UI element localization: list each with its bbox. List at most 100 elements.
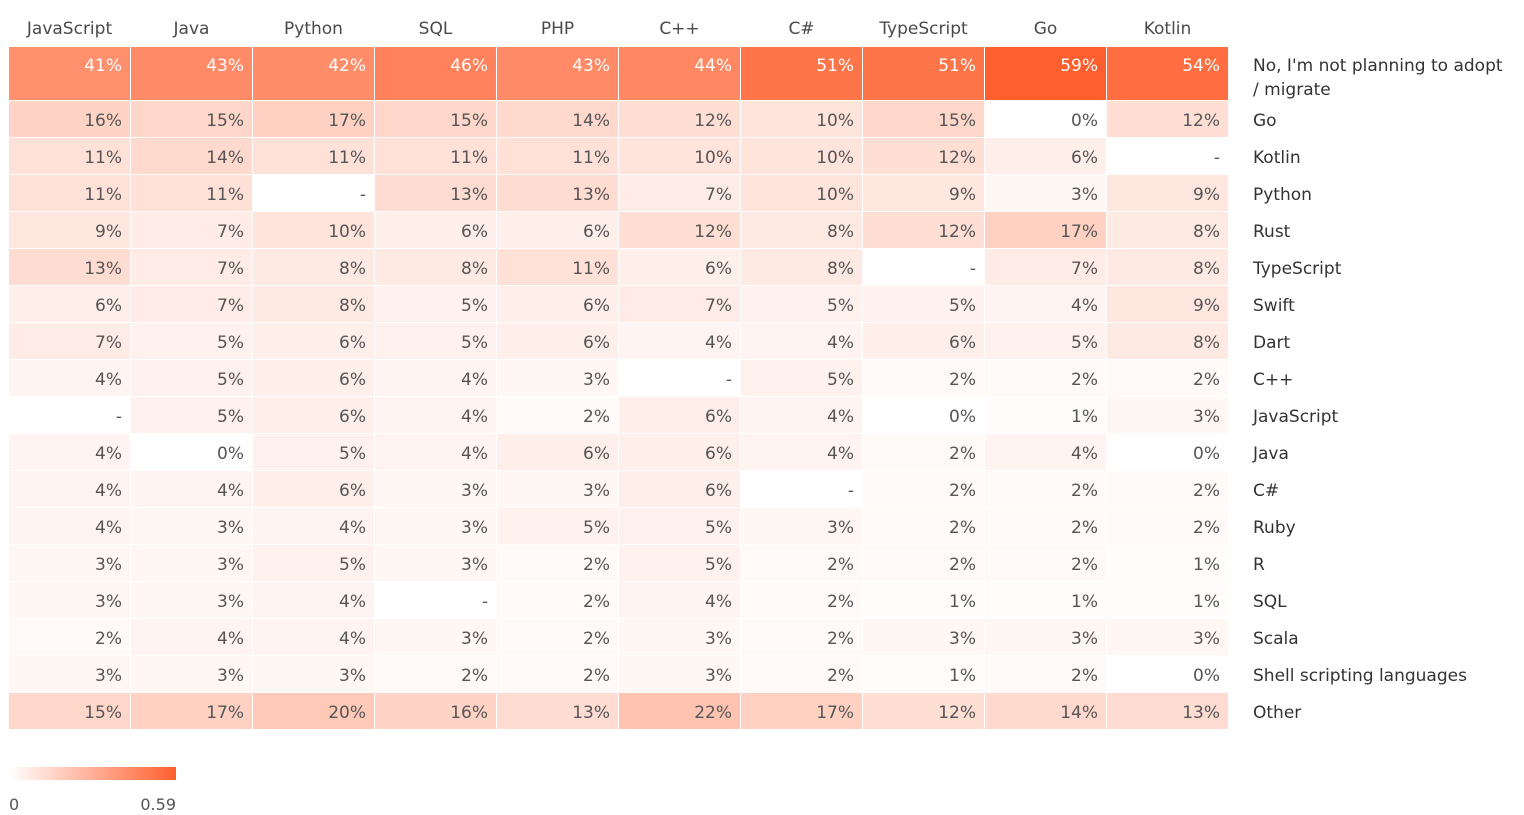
row-label: Other: [1253, 703, 1301, 723]
heatmap-cell: [863, 582, 984, 618]
cell-value-label: 0%: [1193, 444, 1220, 464]
heatmap-cell: [9, 286, 130, 322]
cell-value-label: 4%: [339, 629, 366, 649]
heatmap-cell: [497, 138, 618, 174]
heatmap-cell: [1107, 175, 1228, 211]
heatmap-cell: [1107, 138, 1228, 174]
cell-value-label: 8%: [461, 259, 488, 279]
heatmap-cell: [863, 286, 984, 322]
heatmap-cell: [1107, 286, 1228, 322]
cell-value-label: 20%: [328, 703, 366, 723]
heatmap-cell: [497, 619, 618, 655]
cell-value-label: -: [482, 592, 488, 612]
heatmap-cell: [863, 434, 984, 470]
heatmap-cell: [1107, 434, 1228, 470]
heatmap-cell: [985, 286, 1106, 322]
heatmap-cell: [741, 693, 862, 729]
heatmap-cell: [985, 582, 1106, 618]
heatmap-cell: [9, 582, 130, 618]
cell-value-label: 15%: [450, 111, 488, 131]
heatmap-cell: [985, 212, 1106, 248]
cell-value-label: 12%: [694, 111, 732, 131]
heatmap-cell: [741, 323, 862, 359]
heatmap-cell: [985, 434, 1106, 470]
cell-value-label: 3%: [217, 592, 244, 612]
cell-value-label: 54%: [1182, 56, 1220, 76]
row-label: No, I'm not planning to adopt / migrate: [1253, 56, 1503, 100]
row-label: Kotlin: [1253, 148, 1301, 168]
cell-value-label: 3%: [461, 518, 488, 538]
column-label: JavaScript: [26, 19, 113, 39]
cell-value-label: 6%: [339, 333, 366, 353]
cell-value-label: 3%: [95, 592, 122, 612]
row-label: Ruby: [1253, 518, 1296, 538]
cell-value-label: 13%: [450, 185, 488, 205]
cell-value-label: 6%: [461, 222, 488, 242]
cell-value-label: 2%: [827, 592, 854, 612]
heatmap-cell: [253, 619, 374, 655]
cell-value-label: 4%: [95, 518, 122, 538]
heatmap-cell: [131, 693, 252, 729]
cell-value-label: 3%: [1071, 629, 1098, 649]
row-label: JavaScript: [1252, 407, 1339, 427]
heatmap-cell: [985, 138, 1106, 174]
cell-value-label: 1%: [1071, 407, 1098, 427]
cell-value-label: 8%: [339, 296, 366, 316]
heatmap-cell: [985, 397, 1106, 433]
heatmap-cell: [497, 175, 618, 211]
heatmap-cell: [253, 582, 374, 618]
row-label: Python: [1253, 185, 1312, 205]
cell-value-label: 5%: [583, 518, 610, 538]
heatmap-cell: [375, 545, 496, 581]
heatmap-cell: [375, 656, 496, 692]
cell-value-label: 2%: [949, 555, 976, 575]
cell-value-label: 2%: [1071, 481, 1098, 501]
heatmap-cell: [253, 360, 374, 396]
heatmap-cell: [985, 360, 1106, 396]
heatmap-cell: [9, 619, 130, 655]
cell-value-label: 10%: [816, 111, 854, 131]
heatmap-cells: 41% 43% 42% 46% 43% 44% 51% 51% 59% 54% 16% 15% 17% 1…: [9, 47, 1228, 729]
cell-value-label: 5%: [217, 407, 244, 427]
cell-value-label: -: [1214, 148, 1220, 168]
heatmap-cell: [253, 471, 374, 507]
cell-value-label: 2%: [1071, 370, 1098, 390]
heatmap-cell: [1107, 212, 1228, 248]
cell-value-label: -: [970, 259, 976, 279]
heatmap-cell: [619, 434, 740, 470]
heatmap-cell: [863, 323, 984, 359]
heatmap-cell: [131, 508, 252, 544]
column-label: C++: [659, 19, 699, 39]
heatmap-cell: [375, 508, 496, 544]
legend-gradient-bar: [9, 767, 176, 780]
cell-value-label: 43%: [572, 56, 610, 76]
cell-value-label: 5%: [1071, 333, 1098, 353]
cell-value-label: 3%: [461, 555, 488, 575]
cell-value-label: 6%: [949, 333, 976, 353]
heatmap-cell: [131, 249, 252, 285]
column-label: TypeScript: [878, 19, 968, 39]
cell-value-label: 17%: [206, 703, 244, 723]
cell-value-label: 2%: [949, 370, 976, 390]
cell-value-label: 9%: [1193, 185, 1220, 205]
cell-value-label: 43%: [206, 56, 244, 76]
heatmap-cell: [863, 471, 984, 507]
cell-value-label: 7%: [217, 296, 244, 316]
heatmap-cell: [985, 249, 1106, 285]
cell-value-label: 4%: [705, 592, 732, 612]
heatmap-cell: [1107, 693, 1228, 729]
column-label: Go: [1034, 19, 1058, 39]
heatmap-cell: [741, 286, 862, 322]
cell-value-label: 6%: [339, 407, 366, 427]
heatmap-cell: [1107, 323, 1228, 359]
heatmap-cell: [253, 249, 374, 285]
cell-value-label: 4%: [339, 518, 366, 538]
cell-value-label: 3%: [461, 629, 488, 649]
heatmap-cell: [9, 508, 130, 544]
cell-value-label: 11%: [572, 148, 610, 168]
heatmap-cell: [375, 286, 496, 322]
cell-value-label: 1%: [1193, 555, 1220, 575]
column-label: PHP: [541, 19, 574, 39]
heatmap-cell: [375, 471, 496, 507]
